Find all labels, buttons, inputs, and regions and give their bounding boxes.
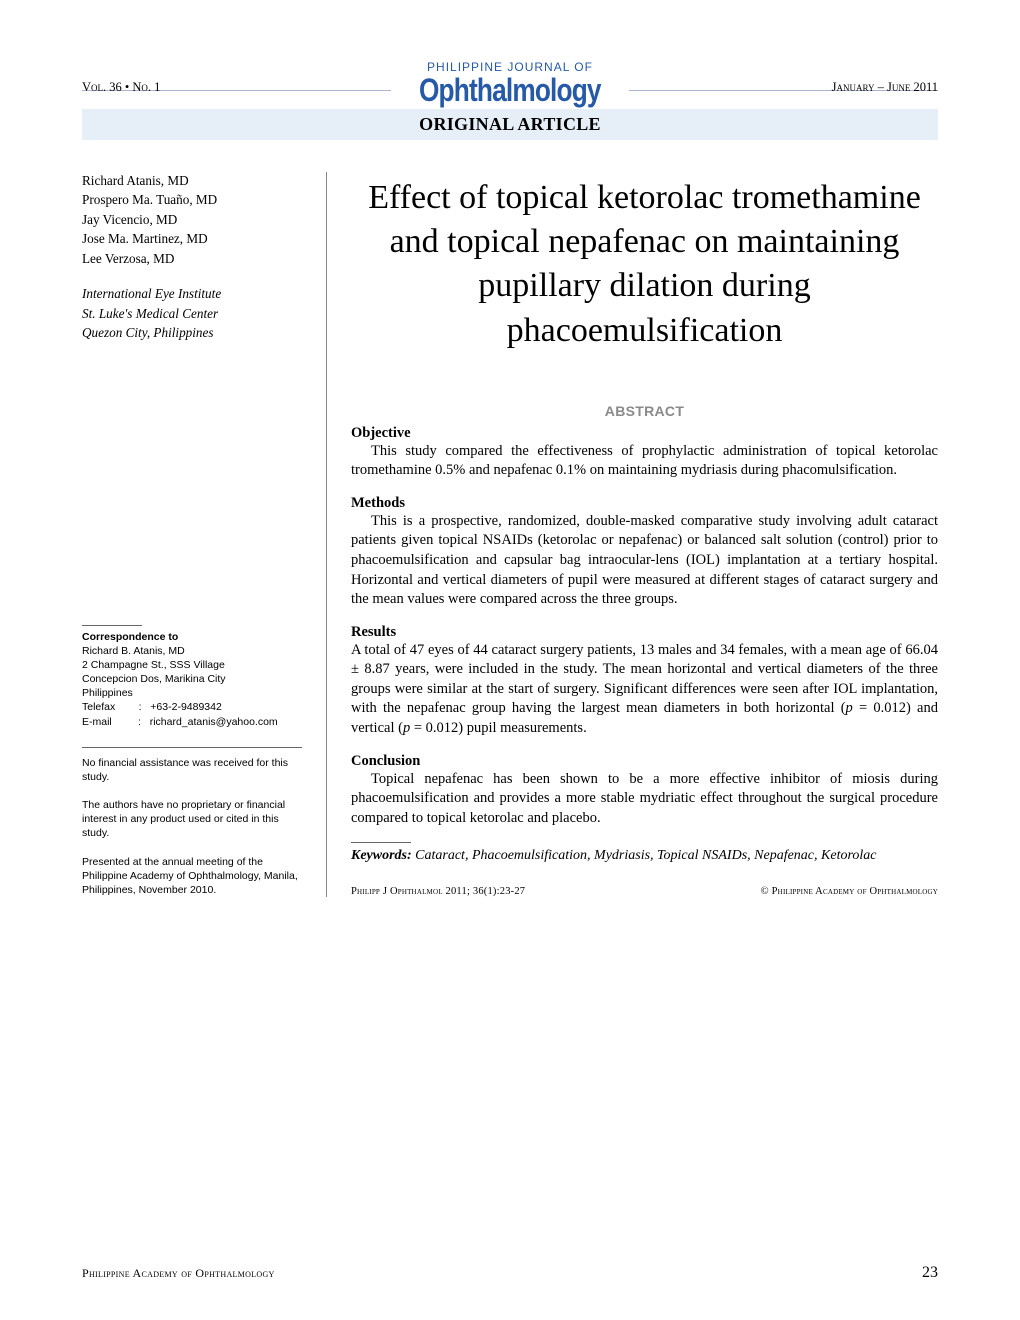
corr-telefax: Telefax : +63-2-9489342 — [82, 700, 302, 714]
corr-email: E-mail : richard_atanis@yahoo.com — [82, 715, 302, 729]
keywords-line: Keywords: Cataract, Phacoemulsification,… — [351, 847, 938, 866]
section-head-results: Results — [351, 624, 938, 641]
short-rule — [82, 625, 142, 626]
footer-left: Philippine Academy of Ophthalmology — [82, 1266, 275, 1281]
citation-text: Philipp J Ophthalmol 2011; 36(1):23-27 — [351, 886, 525, 897]
abstract-label: ABSTRACT — [351, 403, 938, 419]
corr-name: Richard B. Atanis, MD — [82, 644, 302, 658]
section-body-objective: This study compared the effectiveness of… — [351, 442, 938, 481]
keywords-label: Keywords: — [351, 848, 412, 863]
content-columns: Richard Atanis, MD Prospero Ma. Tuaño, M… — [82, 172, 938, 897]
author: Lee Verzosa, MD — [82, 250, 302, 268]
column-divider — [326, 172, 327, 897]
affil-line: St. Luke's Medical Center — [82, 305, 302, 323]
journal-name: Ophthalmology — [419, 74, 601, 106]
author: Richard Atanis, MD — [82, 172, 302, 190]
affil-line: Quezon City, Philippines — [82, 324, 302, 342]
author: Jose Ma. Martinez, MD — [82, 230, 302, 248]
volume-issue: Vol. 36 • No. 1 — [82, 80, 160, 95]
section-head-objective: Objective — [351, 425, 938, 442]
corr-addr: 2 Champagne St., SSS Village — [82, 658, 302, 672]
date-range: January – June 2011 — [832, 80, 938, 95]
author: Prospero Ma. Tuaño, MD — [82, 191, 302, 209]
keywords-text: Cataract, Phacoemulsification, Mydriasis… — [412, 848, 877, 863]
section-body-methods: This is a prospective, randomized, doubl… — [351, 512, 938, 610]
correspondence-label: Correspondence to — [82, 630, 302, 644]
copyright-text: © Philippine Academy of Ophthalmology — [761, 886, 938, 897]
author: Jay Vicencio, MD — [82, 211, 302, 229]
disclaimer: Presented at the annual meeting of the P… — [82, 855, 302, 898]
disclaimer: No financial assistance was received for… — [82, 756, 302, 784]
corr-addr: Philippines — [82, 686, 302, 700]
masthead: PHILIPPINE JOURNAL OF Ophthalmology Vol.… — [82, 60, 938, 140]
section-head-conclusion: Conclusion — [351, 753, 938, 770]
corr-addr: Concepcion Dos, Marikina City — [82, 672, 302, 686]
section-head-methods: Methods — [351, 495, 938, 512]
left-bottom-block: Correspondence to Richard B. Atanis, MD … — [82, 625, 302, 898]
section-body-conclusion: Topical nepafenac has been shown to be a… — [351, 770, 938, 829]
page-number: 23 — [922, 1264, 938, 1282]
article-type-banner: ORIGINAL ARTICLE — [82, 109, 938, 140]
long-rule — [82, 747, 302, 748]
citation-row: Philipp J Ophthalmol 2011; 36(1):23-27 ©… — [351, 886, 938, 897]
author-list: Richard Atanis, MD Prospero Ma. Tuaño, M… — [82, 172, 302, 269]
section-body-results: A total of 47 eyes of 44 cataract surger… — [351, 641, 938, 739]
affil-line: International Eye Institute — [82, 285, 302, 303]
keywords-rule — [351, 842, 411, 843]
main-column: Effect of topical ketorolac tromethamine… — [351, 172, 938, 897]
article-title: Effect of topical ketorolac tromethamine… — [361, 176, 928, 353]
page-footer: Philippine Academy of Ophthalmology 23 — [82, 1264, 938, 1282]
left-column: Richard Atanis, MD Prospero Ma. Tuaño, M… — [82, 172, 302, 897]
affiliation: International Eye Institute St. Luke's M… — [82, 285, 302, 343]
disclaimer: The authors have no proprietary or finan… — [82, 798, 302, 841]
masthead-rule-row: Ophthalmology — [82, 74, 938, 106]
